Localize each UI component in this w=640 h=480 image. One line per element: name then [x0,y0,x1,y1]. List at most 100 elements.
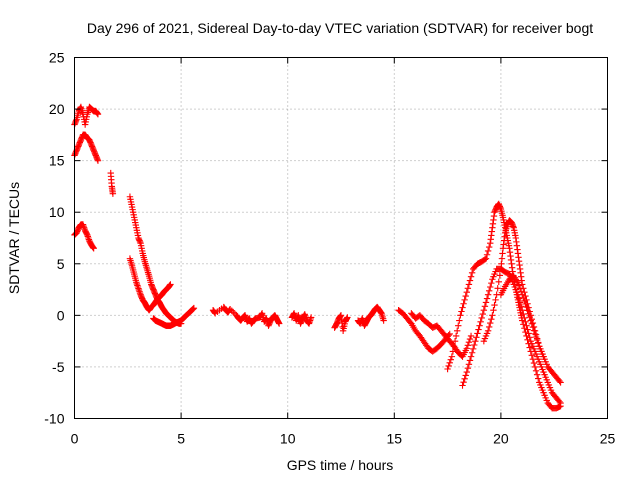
x-tick-label: 10 [280,431,296,447]
data-point [462,372,469,379]
data-point [521,297,528,305]
data-point [461,296,468,304]
data-point [524,307,531,314]
data-point [531,330,539,338]
data-point [515,295,523,302]
data-point [489,312,496,319]
data-point [94,157,102,164]
data-point [344,314,351,321]
x-axis-label: GPS time / hours [287,457,394,473]
data-point [487,319,494,327]
data-point [466,335,474,343]
y-tick-label: -5 [52,359,65,375]
data-point [531,363,539,371]
data-point [514,279,522,286]
data-point [482,255,490,262]
data-point [380,317,387,324]
y-tick-label: 5 [57,256,65,272]
data-point [472,337,479,345]
data-point [533,336,541,344]
data-point [487,283,494,291]
data-point [456,317,463,324]
data-point [451,337,459,345]
data-point [515,282,523,289]
data-point [522,300,529,308]
chart-title: Day 296 of 2021, Sidereal Day-to-day VTE… [87,20,593,36]
data-point [530,327,538,334]
data-point [488,279,495,287]
data-point [471,341,478,349]
data-point [519,281,526,288]
data-point [466,277,474,284]
grid-layer [74,57,608,419]
data-point [516,285,524,292]
data-point [466,357,474,364]
data-point [94,111,102,118]
data-point [465,338,473,346]
data-point [556,377,563,385]
x-tick-label: 15 [387,431,403,447]
data-point [485,243,493,251]
data-point [460,378,467,386]
data-point [469,345,477,353]
series-trace-a-lower [71,131,102,164]
data-point [455,322,462,329]
data-point [494,285,501,292]
y-tick-label: 20 [49,101,65,117]
y-tick-label: 15 [49,153,65,169]
data-point [476,322,483,329]
data-point [490,307,497,314]
data-point [448,353,456,360]
series-trace-d [126,255,174,314]
data-point [478,314,485,322]
data-point [532,367,540,374]
data-point [463,345,470,352]
data-point [535,340,542,347]
data-point [522,318,529,326]
series-trace-f [209,303,283,329]
data-point [479,310,486,318]
data-point [109,190,117,197]
y-tick-label: 25 [49,50,65,66]
data-point [449,348,457,355]
data-point [459,304,466,311]
data-point [444,365,451,373]
x-tick-label: 25 [600,431,616,447]
data-point [167,281,174,288]
data-point [446,359,453,367]
data-point [461,375,468,382]
data-point [483,251,491,258]
data-point [496,272,504,279]
data-point [468,269,476,277]
data-point [484,327,492,335]
data-point [492,296,499,304]
series-trace-l [459,265,564,407]
data-point [540,353,547,360]
data-point [557,379,564,386]
y-tick-label: 0 [57,307,65,323]
data-point [519,291,526,298]
data-point [464,342,472,349]
data-point [495,278,502,286]
data-point [484,291,492,298]
data-point [523,322,530,329]
x-tick-label: 5 [177,431,185,447]
data-point [526,313,533,321]
data-point [458,308,465,315]
data-point [90,245,97,252]
series-trace-e [150,304,198,329]
data-point [462,292,469,300]
data-point [481,303,489,310]
data-point [465,281,473,288]
data-point [529,324,537,331]
data-point [460,300,467,307]
data-point [475,326,482,333]
data-point [533,371,541,378]
data-point [481,256,489,263]
data-point [477,318,484,326]
data-point [446,330,453,338]
data-point [527,317,534,324]
data-point [474,330,481,337]
data-point [275,320,283,327]
